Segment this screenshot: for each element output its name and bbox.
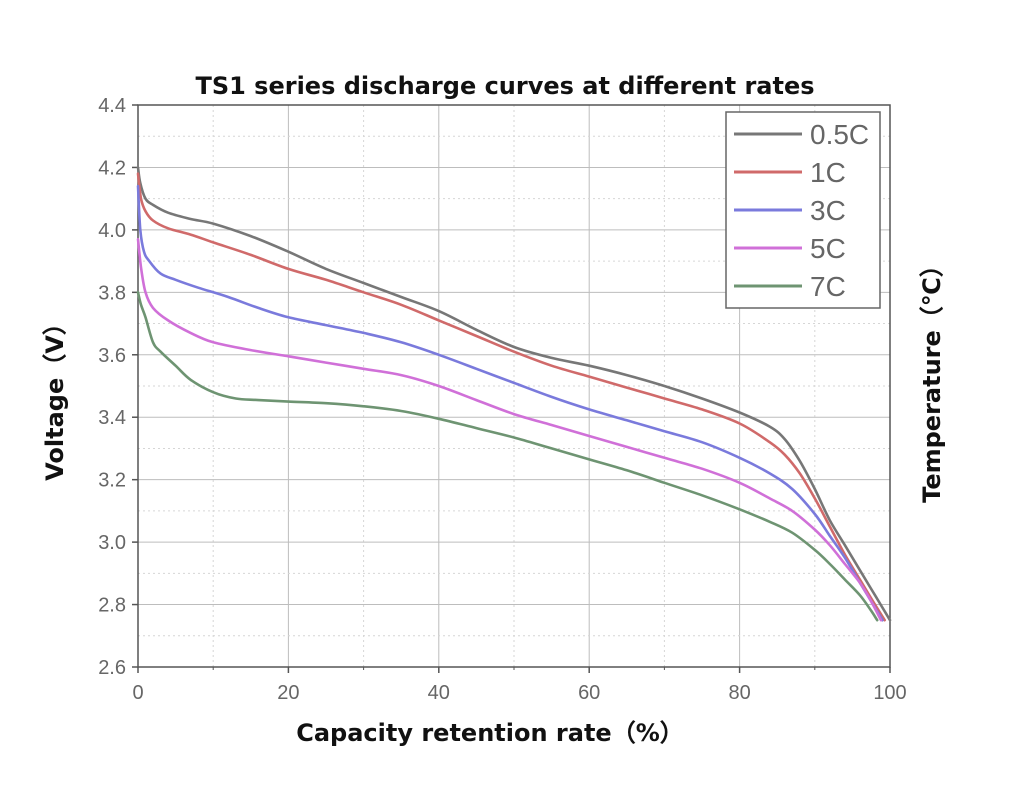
x-tick-label: 60 (578, 682, 600, 704)
series-lines (136, 166, 892, 622)
x-tick-label: 40 (428, 682, 450, 704)
x-tick-label: 0 (132, 682, 143, 704)
y-tick-label: 3.4 (98, 407, 126, 429)
axis-ticks: 0 20 40 60 80 100 2.6 2.8 3.0 3.2 3.4 3.6 3.8 4.0 4.2 4… (98, 95, 907, 704)
series-line-1c (136, 172, 886, 622)
x-tick-label: 100 (873, 682, 906, 704)
y-tick-label: 3.8 (98, 282, 126, 304)
y2-axis-label: Temperature（℃） (918, 253, 946, 503)
series-line-3c (136, 184, 884, 622)
y-tick-label: 2.8 (98, 595, 126, 617)
y-tick-label: 4.0 (98, 220, 126, 242)
y-tick-label: 3.0 (98, 532, 126, 554)
y-tick-label: 3.6 (98, 345, 126, 367)
y-tick-label: 4.2 (98, 157, 126, 179)
x-tick-label: 20 (277, 682, 299, 704)
series-line-7c (136, 291, 879, 622)
legend-label: 3C (810, 195, 846, 226)
x-axis-label: Capacity retention rate（%） (296, 719, 684, 747)
y-tick-label: 2.6 (98, 657, 126, 679)
x-tick-label: 80 (728, 682, 750, 704)
legend-label: 7C (810, 271, 846, 302)
chart-title: TS1 series discharge curves at different… (195, 72, 814, 100)
legend-label: 0.5C (810, 119, 869, 150)
legend-label: 5C (810, 233, 846, 264)
y-tick-label: 4.4 (98, 95, 126, 117)
legend-label: 1C (810, 157, 846, 188)
y-tick-label: 3.2 (98, 470, 126, 492)
y-axis-label: Voltage（V） (41, 311, 69, 481)
series-line-5c (136, 238, 883, 622)
legend: 0.5C 1C 3C 5C 7C (725, 111, 881, 309)
series-line-0-5c (136, 166, 892, 622)
